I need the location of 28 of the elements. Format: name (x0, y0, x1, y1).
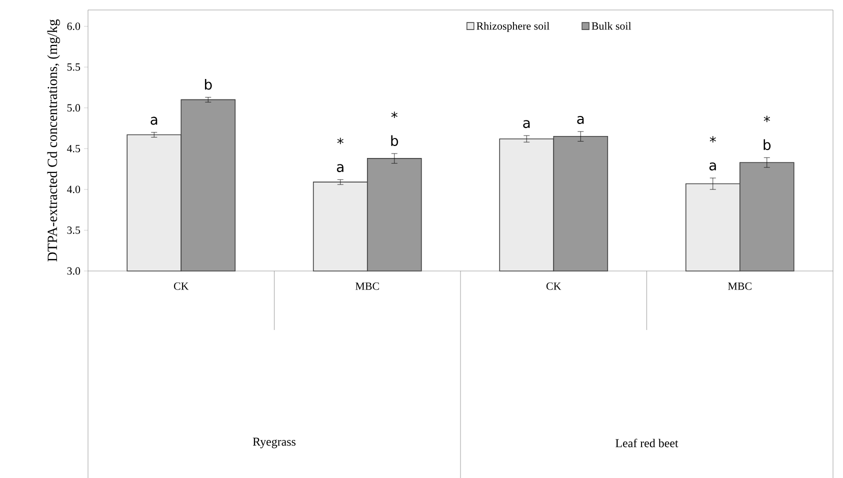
y-tick-label: 3.5 (67, 226, 80, 234)
data-label: b (391, 135, 398, 146)
y-tick-label: 4.0 (67, 186, 80, 194)
data-label: b (764, 139, 771, 150)
legend-label: Bulk soil (592, 22, 632, 30)
y-tick-label: 5.5 (67, 63, 80, 71)
data-label: a (577, 116, 584, 124)
y-tick-label: 5.0 (67, 104, 80, 112)
x-tick-label: MBC (356, 282, 379, 290)
data-label: a (150, 116, 158, 125)
text: Leaf red beet (616, 438, 678, 448)
x-tick-label: CK (174, 282, 189, 290)
data-label: a (336, 164, 344, 172)
x-tick-label: MBC (728, 282, 752, 290)
y-tick-label: 4.5 (67, 144, 80, 152)
x-tick-label: CK (546, 282, 562, 290)
data-label: a (709, 162, 716, 170)
annotation: * (764, 116, 770, 122)
data-label: a (523, 120, 530, 128)
y-tick-label: 6.0 (67, 22, 80, 30)
annotation: * (391, 112, 398, 118)
y-axis-title: DTPA-extracted Cd concentrations, (mg/kg (47, 19, 60, 262)
annotation: * (710, 136, 716, 142)
y-tick-label: 3.0 (67, 267, 80, 275)
text: Ryegrass (252, 438, 296, 448)
legend-label: Rhizosphere soil (476, 22, 550, 32)
data-label: b (204, 78, 212, 90)
annotation: * (337, 138, 344, 144)
